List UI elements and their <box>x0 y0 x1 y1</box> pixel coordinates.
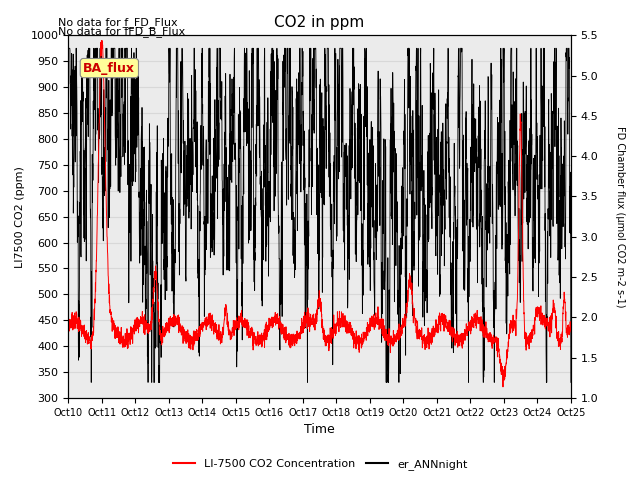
Text: BA_flux: BA_flux <box>83 61 135 74</box>
Text: No data for f̅FD̅_B_Flux: No data for f̅FD̅_B_Flux <box>58 26 185 37</box>
Y-axis label: FD Chamber flux (μmol CO2 m-2 s-1): FD Chamber flux (μmol CO2 m-2 s-1) <box>615 126 625 307</box>
X-axis label: Time: Time <box>304 423 335 436</box>
Text: No data for f_FD_Flux: No data for f_FD_Flux <box>58 17 177 28</box>
Title: CO2 in ppm: CO2 in ppm <box>275 15 365 30</box>
Legend: LI-7500 CO2 Concentration, er_ANNnight: LI-7500 CO2 Concentration, er_ANNnight <box>168 455 472 474</box>
Y-axis label: LI7500 CO2 (ppm): LI7500 CO2 (ppm) <box>15 166 25 267</box>
